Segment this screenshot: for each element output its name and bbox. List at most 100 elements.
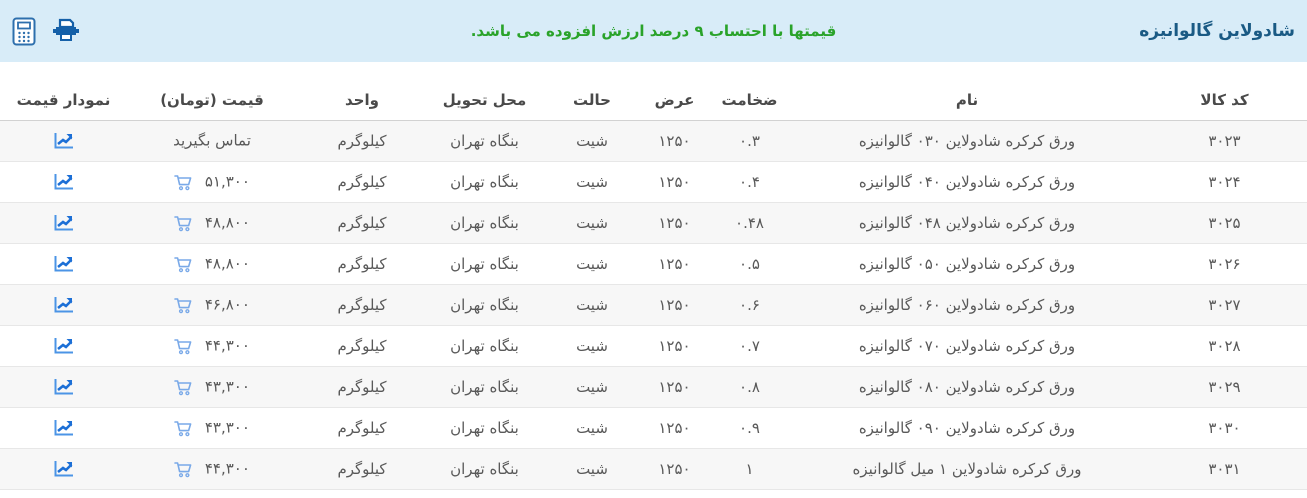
cell-thickness: ۰.۶ xyxy=(707,284,792,326)
table-row: ۳۰۳۱ ورق کرکره شادولاین ۱ میل گالوانیزه … xyxy=(0,448,1307,490)
cell-product-code: ۳۰۳۱ xyxy=(1142,448,1307,490)
add-to-cart-icon[interactable] xyxy=(174,173,193,191)
cell-state: شیت xyxy=(542,407,642,449)
table-row: ۳۰۲۳ ورق کرکره شادولاین ۰۳۰ گالوانیزه ۰.… xyxy=(0,120,1307,162)
cell-price: ۴۴,۳۰۰ xyxy=(127,448,297,490)
cell-width: ۱۲۵۰ xyxy=(642,202,707,244)
topbar-actions xyxy=(12,17,202,46)
table-row: ۳۰۲۷ ورق کرکره شادولاین ۰۶۰ گالوانیزه ۰.… xyxy=(0,284,1307,326)
cell-price: ۴۸,۸۰۰ xyxy=(127,243,297,285)
cell-delivery: بنگاه تهران xyxy=(427,366,542,408)
cell-price: ۴۶,۸۰۰ xyxy=(127,284,297,326)
price-value: ۴۴,۳۰۰ xyxy=(204,336,250,355)
price-chart-icon[interactable] xyxy=(53,377,75,396)
price-value: ۴۸,۸۰۰ xyxy=(204,213,250,232)
cell-thickness: ۰.۴ xyxy=(707,161,792,203)
cell-unit: کیلوگرم xyxy=(297,325,427,367)
cell-product-name: ورق کرکره شادولاین ۰۷۰ گالوانیزه xyxy=(792,325,1142,367)
cell-price: تماس بگیرید xyxy=(127,120,297,162)
topbar: شادولاین گالوانیزه قیمتها با احتساب ۹ در… xyxy=(0,0,1307,62)
cell-product-code: ۳۰۲۳ xyxy=(1142,120,1307,162)
cell-width: ۱۲۵۰ xyxy=(642,407,707,449)
cell-state: شیت xyxy=(542,202,642,244)
cell-width: ۱۲۵۰ xyxy=(642,161,707,203)
add-to-cart-icon[interactable] xyxy=(174,337,193,355)
cell-product-code: ۳۰۲۸ xyxy=(1142,325,1307,367)
price-table: کد کالا نام ضخامت عرض حالت محل تحویل واح… xyxy=(0,80,1307,490)
cell-thickness: ۰.۵ xyxy=(707,243,792,285)
cell-state: شیت xyxy=(542,325,642,367)
price-chart-icon[interactable] xyxy=(53,459,75,478)
add-to-cart-icon[interactable] xyxy=(174,419,193,437)
add-to-cart-icon[interactable] xyxy=(174,460,193,478)
cell-product-name: ورق کرکره شادولاین ۰۳۰ گالوانیزه xyxy=(792,120,1142,162)
price-value: ۵۱,۳۰۰ xyxy=(204,172,250,191)
calculator-icon[interactable] xyxy=(12,17,36,46)
add-to-cart-icon[interactable] xyxy=(174,378,193,396)
table-row: ۳۰۳۰ ورق کرکره شادولاین ۰۹۰ گالوانیزه ۰.… xyxy=(0,407,1307,449)
cell-delivery: بنگاه تهران xyxy=(427,325,542,367)
cell-thickness: ۰.۹ xyxy=(707,407,792,449)
cell-state: شیت xyxy=(542,366,642,408)
price-value: تماس بگیرید xyxy=(173,131,251,150)
cell-unit: کیلوگرم xyxy=(297,120,427,162)
col-header-price-chart: نمودار قیمت xyxy=(0,80,127,121)
cell-delivery: بنگاه تهران xyxy=(427,284,542,326)
price-chart-icon[interactable] xyxy=(53,254,75,273)
cell-delivery: بنگاه تهران xyxy=(427,202,542,244)
price-chart-icon[interactable] xyxy=(53,131,75,150)
cell-price-chart xyxy=(0,366,127,408)
price-value: ۴۴,۳۰۰ xyxy=(204,459,250,478)
cell-unit: کیلوگرم xyxy=(297,366,427,408)
cell-thickness: ۰.۸ xyxy=(707,366,792,408)
cell-product-code: ۳۰۳۰ xyxy=(1142,407,1307,449)
cell-state: شیت xyxy=(542,243,642,285)
cell-unit: کیلوگرم xyxy=(297,243,427,285)
cell-thickness: ۰.۷ xyxy=(707,325,792,367)
cell-price: ۴۴,۳۰۰ xyxy=(127,325,297,367)
cell-product-name: ورق کرکره شادولاین ۰۹۰ گالوانیزه xyxy=(792,407,1142,449)
cell-delivery: بنگاه تهران xyxy=(427,161,542,203)
price-chart-icon[interactable] xyxy=(53,418,75,437)
col-header-delivery: محل تحویل xyxy=(427,80,542,121)
cell-thickness: ۱ xyxy=(707,448,792,490)
vat-notice: قیمتها با احتساب ۹ درصد ارزش افزوده می ب… xyxy=(470,22,837,40)
cell-state: شیت xyxy=(542,120,642,162)
add-to-cart-icon[interactable] xyxy=(174,255,193,273)
cell-thickness: ۰.۴۸ xyxy=(707,202,792,244)
add-to-cart-icon[interactable] xyxy=(174,296,193,314)
cell-price: ۴۳,۳۰۰ xyxy=(127,407,297,449)
col-header-price: قیمت (تومان) xyxy=(127,80,297,121)
cell-price-chart xyxy=(0,120,127,162)
cell-delivery: بنگاه تهران xyxy=(427,243,542,285)
cell-delivery: بنگاه تهران xyxy=(427,120,542,162)
cell-product-code: ۳۰۲۴ xyxy=(1142,161,1307,203)
table-row: ۳۰۲۹ ورق کرکره شادولاین ۰۸۰ گالوانیزه ۰.… xyxy=(0,366,1307,408)
cell-delivery: بنگاه تهران xyxy=(427,407,542,449)
price-chart-icon[interactable] xyxy=(53,295,75,314)
price-chart-icon[interactable] xyxy=(53,213,75,232)
cell-price: ۴۸,۸۰۰ xyxy=(127,202,297,244)
price-chart-icon[interactable] xyxy=(53,172,75,191)
cell-price: ۴۳,۳۰۰ xyxy=(127,366,297,408)
cell-unit: کیلوگرم xyxy=(297,161,427,203)
cell-price-chart xyxy=(0,284,127,326)
cell-price-chart xyxy=(0,407,127,449)
cell-product-name: ورق کرکره شادولاین ۰۵۰ گالوانیزه xyxy=(792,243,1142,285)
price-value: ۴۳,۳۰۰ xyxy=(204,418,250,437)
printer-icon[interactable] xyxy=(52,18,80,45)
cell-price: ۵۱,۳۰۰ xyxy=(127,161,297,203)
col-header-name: نام xyxy=(792,80,1142,121)
add-to-cart-icon[interactable] xyxy=(174,214,193,232)
cell-price-chart xyxy=(0,448,127,490)
table-row: ۳۰۲۵ ورق کرکره شادولاین ۰۴۸ گالوانیزه ۰.… xyxy=(0,202,1307,244)
cell-product-name: ورق کرکره شادولاین ۰۶۰ گالوانیزه xyxy=(792,284,1142,326)
cell-price-chart xyxy=(0,243,127,285)
table-header: کد کالا نام ضخامت عرض حالت محل تحویل واح… xyxy=(0,80,1307,121)
cell-price-chart xyxy=(0,325,127,367)
price-chart-icon[interactable] xyxy=(53,336,75,355)
cell-product-name: ورق کرکره شادولاین ۰۴۸ گالوانیزه xyxy=(792,202,1142,244)
col-header-width: عرض xyxy=(642,80,707,121)
table-row: ۳۰۲۶ ورق کرکره شادولاین ۰۵۰ گالوانیزه ۰.… xyxy=(0,243,1307,285)
cell-unit: کیلوگرم xyxy=(297,448,427,490)
